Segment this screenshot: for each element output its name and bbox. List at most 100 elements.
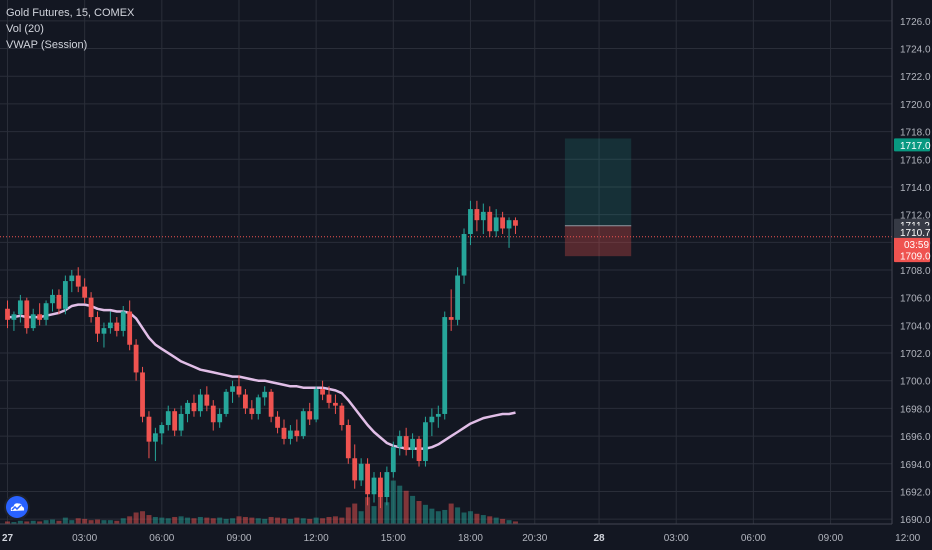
candle-body — [506, 220, 512, 229]
cloud-icon — [10, 503, 25, 511]
volume-indicator-label[interactable]: Vol (20) — [6, 23, 44, 35]
candle-body — [107, 322, 113, 329]
candle-body — [448, 317, 454, 320]
price-tick-label: 1716.0 — [900, 155, 931, 166]
chart-legend: Gold Futures, 15, COMEX Vol (20) VWAP (S… — [6, 5, 134, 53]
time-tick-label: 09:00 — [226, 533, 251, 544]
candle-body — [172, 411, 178, 431]
price-tick-label: 1708.0 — [900, 266, 931, 277]
candle — [95, 311, 100, 342]
candle-body — [75, 275, 81, 287]
candle-body — [236, 386, 242, 395]
candle-body — [371, 477, 377, 495]
volume-bar — [191, 518, 197, 524]
candle-body — [11, 314, 17, 320]
candle — [101, 322, 107, 348]
time-tick-label: 15:00 — [381, 533, 406, 544]
candle-body — [487, 211, 493, 232]
candle-body — [17, 300, 23, 315]
candle-body — [300, 411, 306, 437]
time-tick-label: 12:00 — [304, 533, 329, 544]
candle-body — [120, 311, 126, 331]
volume-bar — [294, 517, 300, 524]
candle — [352, 444, 358, 489]
volume-bar — [416, 501, 422, 524]
candle — [210, 400, 216, 431]
candle — [24, 297, 30, 334]
candle-body — [480, 211, 486, 221]
candle — [11, 311, 17, 331]
price-tick-label: 1696.0 — [900, 432, 931, 443]
candle — [288, 425, 293, 445]
candle — [345, 419, 351, 464]
candle — [429, 408, 435, 437]
time-tick-label: 12:00 — [895, 533, 920, 544]
candle — [114, 317, 120, 337]
candle-body — [442, 317, 448, 414]
candle — [294, 419, 300, 442]
candle-body — [313, 389, 319, 420]
volume-bar — [467, 511, 473, 524]
price-axis-bg — [892, 0, 932, 550]
candle — [249, 400, 255, 420]
candle — [37, 303, 43, 326]
candle — [326, 386, 332, 409]
volume-bar — [268, 516, 274, 524]
volume-bar — [242, 516, 248, 524]
volume-bar — [249, 517, 255, 524]
candle — [88, 292, 94, 323]
candle-body — [333, 402, 338, 406]
candle — [198, 389, 203, 417]
candle — [333, 394, 338, 414]
candle — [43, 300, 49, 326]
candle-body — [435, 413, 441, 417]
volume-bar — [487, 516, 493, 524]
candle — [243, 389, 248, 414]
candle-body — [152, 433, 158, 442]
candle — [506, 217, 512, 248]
volume-bar — [165, 518, 171, 524]
candle — [107, 311, 113, 334]
volume-bar — [461, 512, 467, 524]
volume-bar — [480, 515, 486, 524]
volume-bar — [11, 522, 17, 524]
time-tick-label: 06:00 — [149, 533, 174, 544]
candle-body — [62, 281, 68, 309]
candle — [236, 375, 242, 398]
candle — [146, 411, 152, 459]
volume-bar — [320, 518, 326, 524]
volume-bar — [101, 520, 107, 524]
volume-bar — [172, 516, 178, 524]
price-tick-label: 1700.0 — [900, 377, 931, 388]
volume-bar — [140, 511, 146, 524]
tradingview-logo-icon[interactable] — [6, 496, 28, 518]
candle — [5, 300, 10, 329]
volume-bar — [397, 485, 403, 524]
symbol-title[interactable]: Gold Futures, 15, COMEX — [6, 7, 135, 19]
candle-body — [178, 413, 184, 431]
candle-body — [88, 297, 94, 318]
candle-body — [397, 436, 403, 448]
candle — [313, 386, 319, 423]
candle — [17, 294, 23, 323]
candle — [56, 289, 62, 315]
candle — [185, 400, 190, 423]
volume-bar — [120, 518, 126, 524]
candle — [300, 408, 306, 439]
candle-body — [165, 411, 171, 426]
candle — [268, 389, 274, 423]
vwap-indicator-label[interactable]: VWAP (Session) — [6, 39, 88, 51]
volume-bar — [17, 520, 23, 524]
volume-bar — [429, 508, 435, 524]
candle — [152, 427, 158, 462]
candle-body — [268, 391, 274, 417]
candle — [474, 200, 480, 232]
volume-bar — [178, 516, 184, 524]
candle-body — [243, 394, 248, 409]
volume-bar — [127, 516, 133, 524]
candle-body — [326, 394, 332, 403]
time-tick-label: 28 — [593, 533, 605, 544]
volume-bar — [152, 516, 158, 524]
